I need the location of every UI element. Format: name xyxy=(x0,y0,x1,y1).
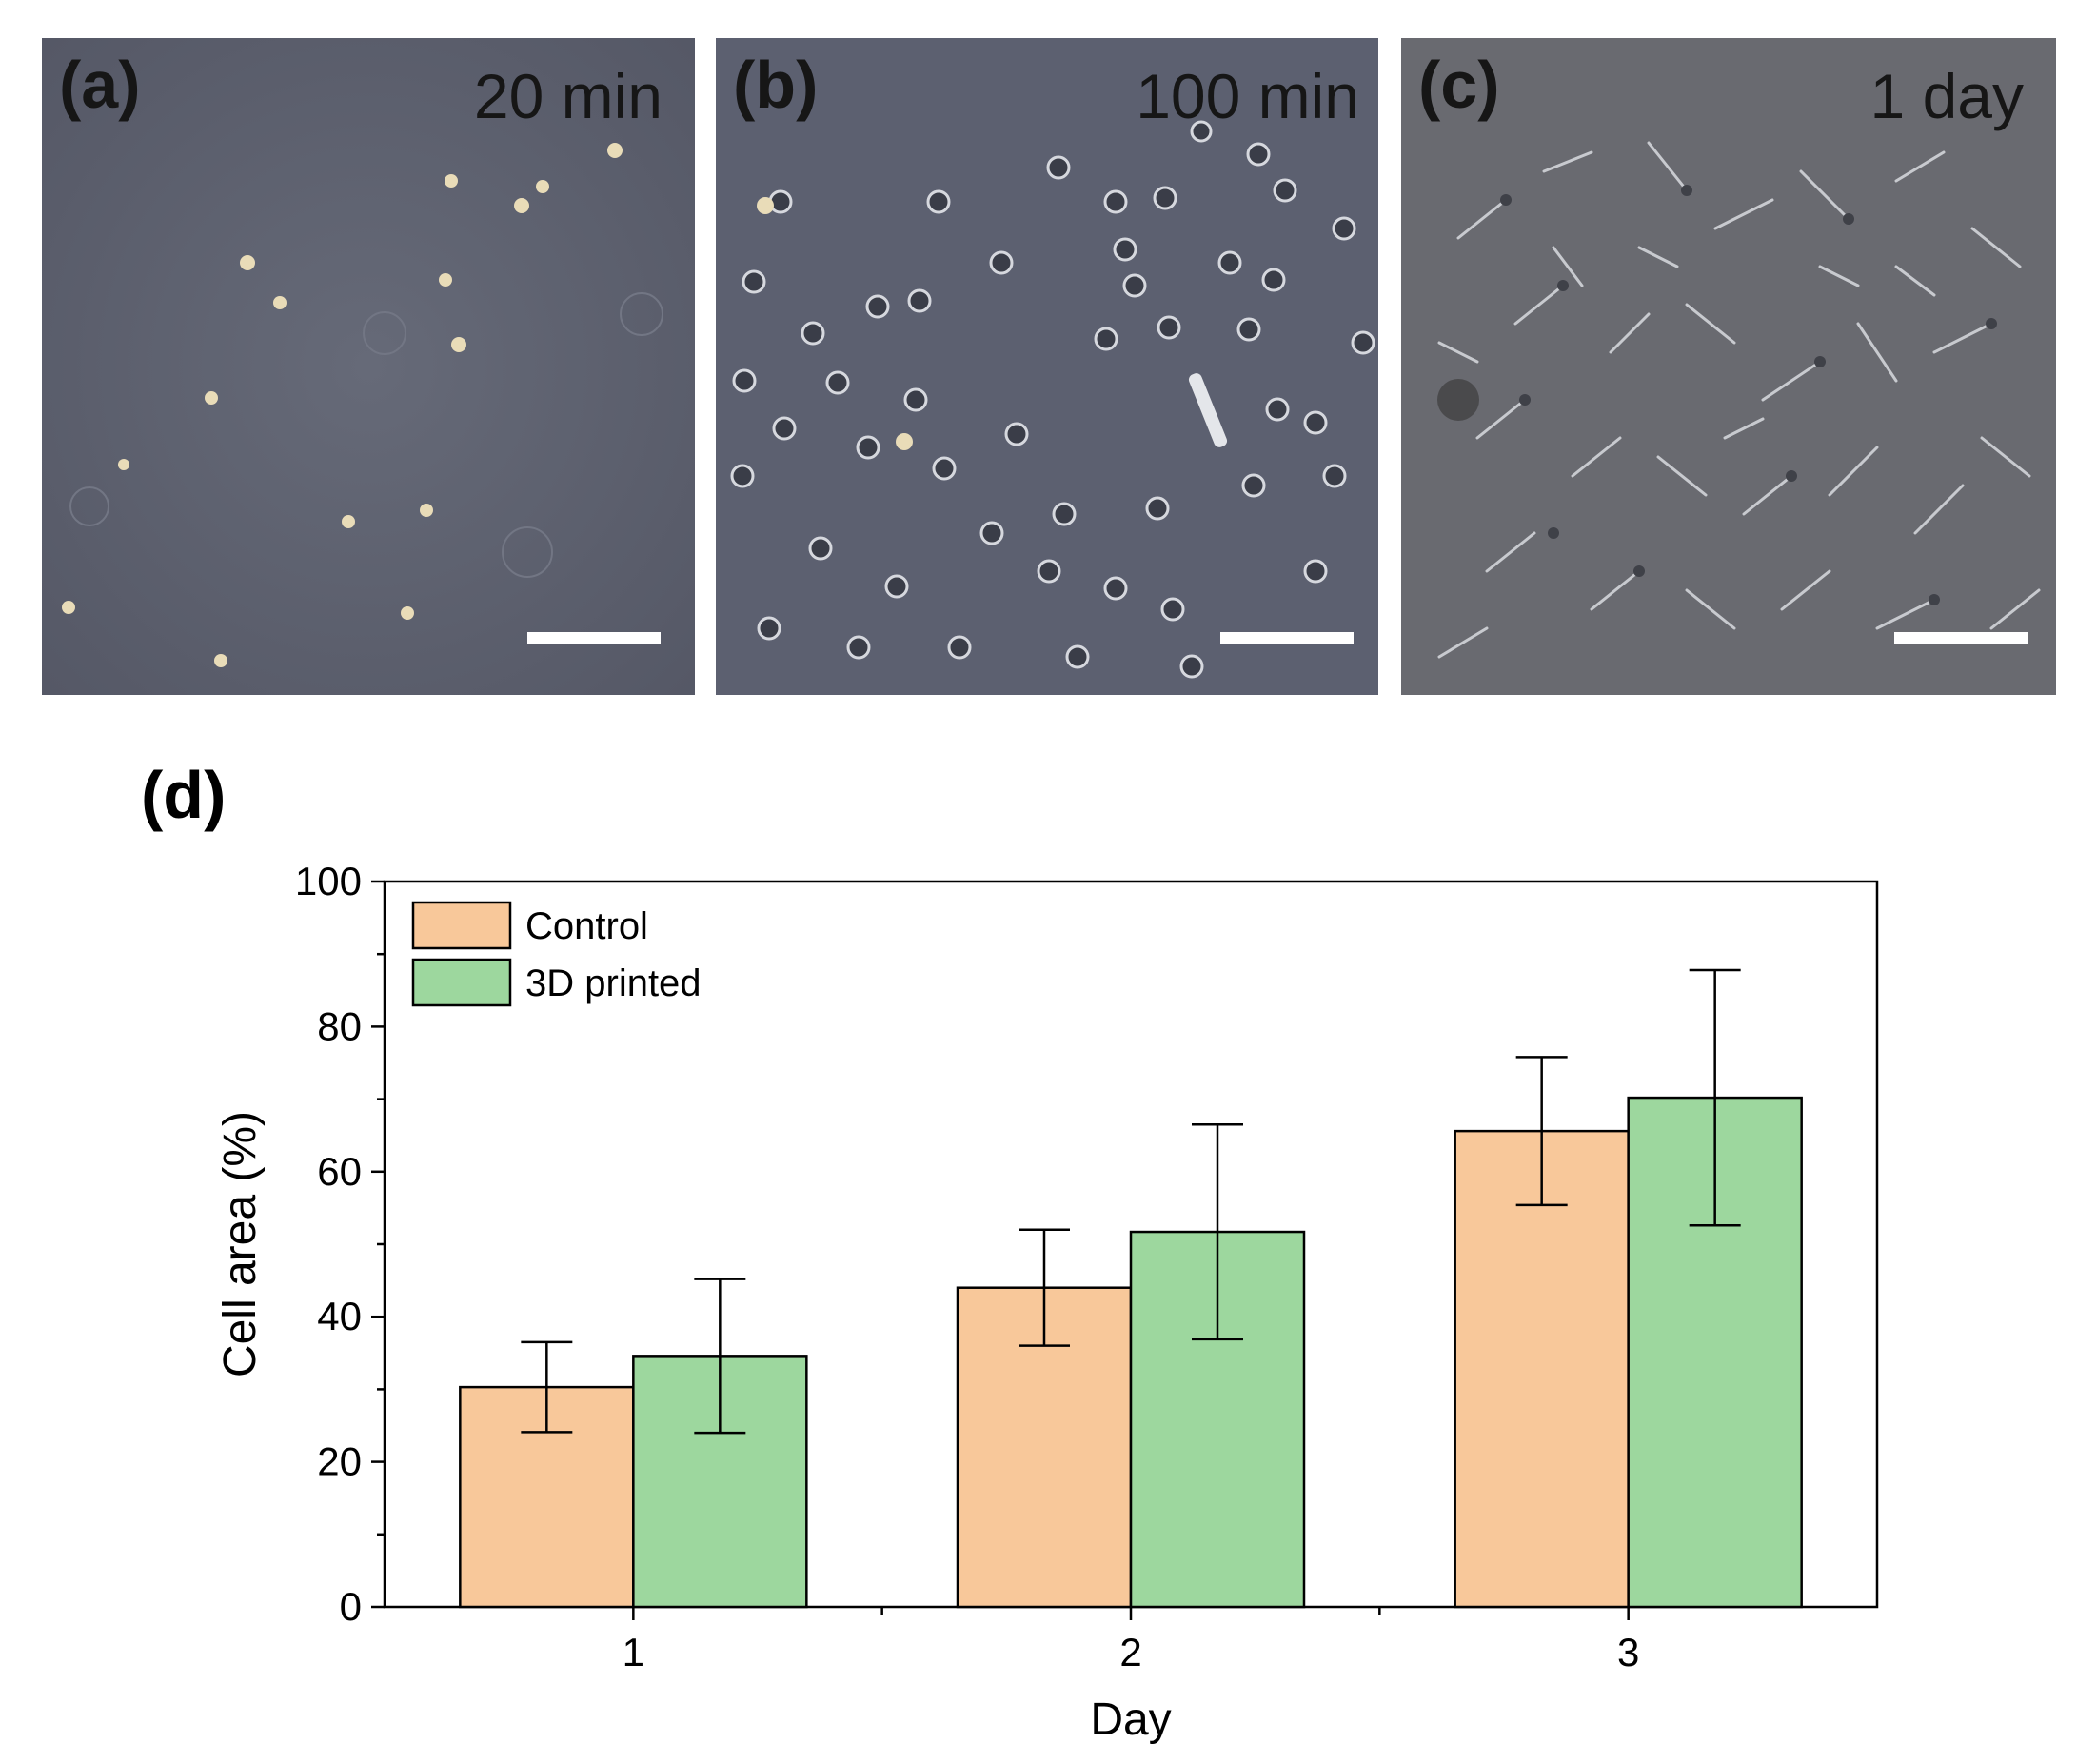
y-tick-label: 40 xyxy=(317,1294,362,1338)
panel-c-label: (c) xyxy=(1418,48,1500,122)
micrograph-a-image xyxy=(42,38,695,695)
panel-b-label: (b) xyxy=(733,48,819,122)
scale-bar-a xyxy=(527,632,661,644)
y-tick-label: 100 xyxy=(295,859,362,903)
x-tick-label: 2 xyxy=(1119,1630,1141,1675)
y-tick-label: 20 xyxy=(317,1439,362,1484)
legend-swatch-0 xyxy=(411,901,512,950)
micrograph-panel-c: (c) 1 day xyxy=(1401,38,2056,695)
panel-b-time-label: 100 min xyxy=(1136,61,1359,131)
legend-swatch-1 xyxy=(411,958,512,1007)
micrograph-c-image xyxy=(1401,38,2056,695)
bar-0 xyxy=(1454,1129,1630,1609)
micrograph-panel-a: (a) 20 min xyxy=(42,38,695,695)
y-axis-label: Cell area (%) xyxy=(215,1111,266,1378)
panel-d-label: (d) xyxy=(141,758,227,832)
x-tick-label: 1 xyxy=(623,1630,644,1675)
y-tick-label: 80 xyxy=(317,1003,362,1048)
micrograph-panel-b: (b) 100 min xyxy=(716,38,1378,695)
panel-a-label: (a) xyxy=(59,48,141,122)
y-tick-label: 0 xyxy=(340,1584,362,1629)
scale-bar-b xyxy=(1220,632,1354,644)
x-axis-label: Day xyxy=(1090,1695,1171,1745)
scale-bar-c xyxy=(1894,632,2028,644)
micrograph-b-image xyxy=(716,38,1378,695)
legend-label-0: Control xyxy=(525,905,648,947)
x-tick-label: 3 xyxy=(1617,1630,1639,1675)
panel-c-time-label: 1 day xyxy=(1869,61,2024,131)
panel-a-time-label: 20 min xyxy=(473,61,663,131)
legend-label-1: 3D printed xyxy=(525,962,702,1004)
y-tick-label: 60 xyxy=(317,1149,362,1194)
